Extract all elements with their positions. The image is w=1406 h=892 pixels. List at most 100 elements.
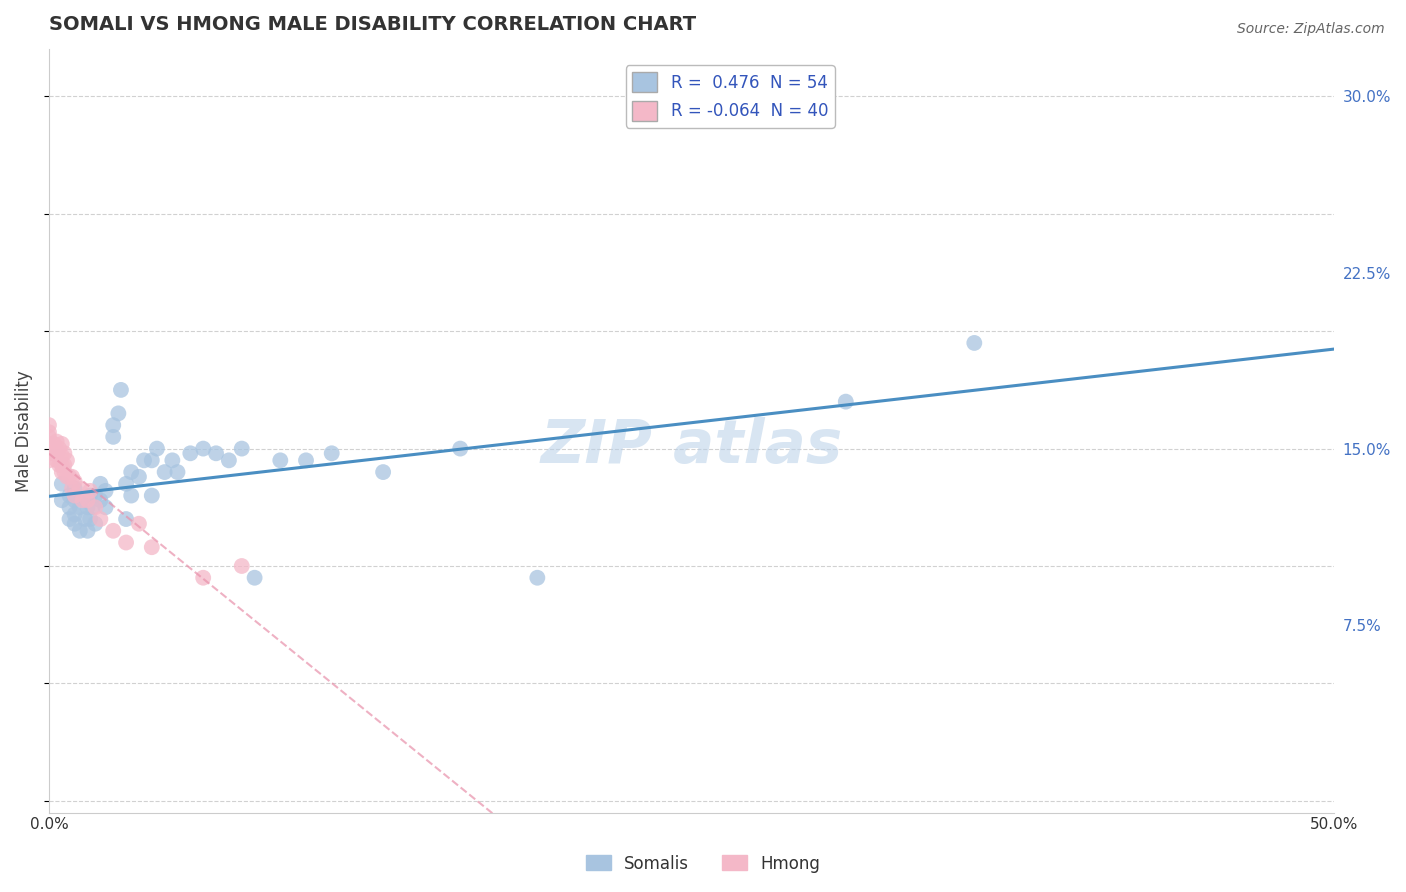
Point: [38, 418, 60, 433]
Point: [48, 442, 70, 456]
Point: [69, 524, 91, 538]
Point: [51, 449, 73, 463]
Point: [38, 425, 60, 439]
Point: [120, 489, 142, 503]
Point: [963, 335, 986, 350]
Y-axis label: Male Disability: Male Disability: [15, 370, 32, 491]
Point: [69, 482, 91, 496]
Point: [835, 394, 858, 409]
Text: SOMALI VS HMONG MALE DISABILITY CORRELATION CHART: SOMALI VS HMONG MALE DISABILITY CORRELAT…: [49, 15, 696, 34]
Point: [76, 524, 98, 538]
Text: Source: ZipAtlas.com: Source: ZipAtlas.com: [1237, 22, 1385, 37]
Point: [56, 453, 79, 467]
Point: [243, 571, 266, 585]
Point: [58, 512, 80, 526]
Legend: Somalis, Hmong: Somalis, Hmong: [579, 848, 827, 880]
Point: [69, 500, 91, 515]
Point: [94, 500, 117, 515]
Point: [45, 453, 67, 467]
Point: [72, 493, 94, 508]
Point: [269, 453, 291, 467]
Point: [132, 453, 155, 467]
Point: [45, 446, 67, 460]
Point: [51, 493, 73, 508]
Point: [79, 483, 101, 498]
Point: [51, 465, 73, 479]
Point: [38, 446, 60, 460]
Point: [42, 446, 65, 460]
Point: [79, 489, 101, 503]
Point: [107, 406, 129, 420]
Point: [120, 465, 142, 479]
Point: [89, 512, 111, 526]
Point: [51, 458, 73, 472]
Point: [103, 418, 125, 433]
Point: [51, 476, 73, 491]
Point: [141, 489, 163, 503]
Point: [60, 482, 83, 496]
Point: [38, 453, 60, 467]
Point: [48, 458, 70, 472]
Point: [58, 500, 80, 515]
Point: [82, 500, 104, 515]
Point: [449, 442, 471, 456]
Point: [193, 442, 215, 456]
Point: [153, 465, 176, 479]
Point: [231, 559, 253, 574]
Point: [38, 430, 60, 444]
Point: [115, 476, 138, 491]
Point: [141, 453, 163, 467]
Point: [60, 470, 83, 484]
Point: [73, 493, 96, 508]
Point: [295, 453, 318, 467]
Point: [53, 458, 76, 472]
Point: [321, 446, 343, 460]
Point: [162, 453, 184, 467]
Point: [42, 437, 65, 451]
Point: [526, 571, 548, 585]
Point: [103, 524, 125, 538]
Point: [89, 476, 111, 491]
Point: [89, 493, 111, 508]
Point: [38, 437, 60, 451]
Point: [63, 516, 86, 531]
Point: [63, 493, 86, 508]
Point: [84, 500, 107, 515]
Point: [76, 493, 98, 508]
Point: [63, 475, 86, 489]
Point: [128, 470, 150, 484]
Point: [63, 482, 86, 496]
Point: [146, 442, 169, 456]
Point: [56, 470, 79, 484]
Point: [63, 508, 86, 522]
Point: [218, 453, 240, 467]
Point: [73, 512, 96, 526]
Point: [53, 465, 76, 479]
Point: [166, 465, 188, 479]
Text: ZIP atlas: ZIP atlas: [540, 417, 842, 475]
Point: [84, 516, 107, 531]
Point: [45, 434, 67, 449]
Point: [110, 383, 132, 397]
Point: [79, 512, 101, 526]
Point: [63, 489, 86, 503]
Point: [58, 470, 80, 484]
Point: [371, 465, 394, 479]
Point: [205, 446, 228, 460]
Legend: R =  0.476  N = 54, R = -0.064  N = 40: R = 0.476 N = 54, R = -0.064 N = 40: [626, 65, 835, 128]
Point: [115, 535, 138, 549]
Point: [115, 512, 138, 526]
Point: [128, 516, 150, 531]
Point: [84, 489, 107, 503]
Point: [103, 430, 125, 444]
Point: [38, 442, 60, 456]
Point: [193, 571, 215, 585]
Point: [179, 446, 201, 460]
Point: [94, 483, 117, 498]
Point: [231, 442, 253, 456]
Point: [76, 500, 98, 515]
Point: [51, 437, 73, 451]
Point: [58, 489, 80, 503]
Point: [141, 540, 163, 554]
Point: [53, 446, 76, 460]
